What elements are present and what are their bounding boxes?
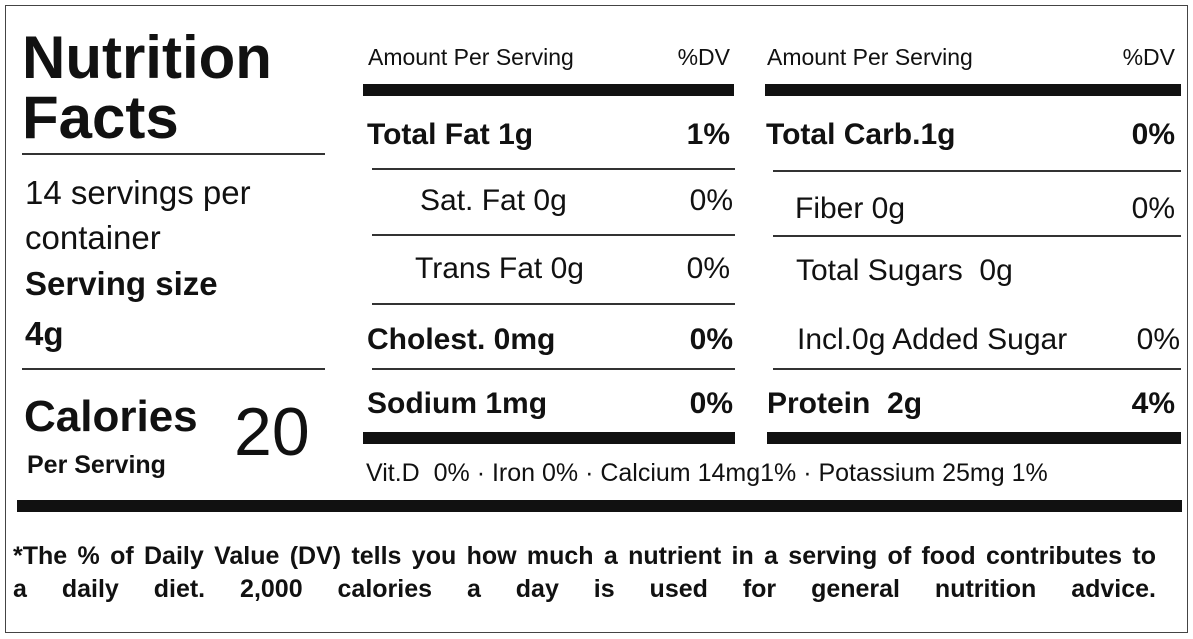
header-dv: %DV (677, 44, 730, 70)
row-name: Total Carb.1g (766, 118, 956, 151)
divider (372, 303, 735, 305)
header-dv: %DV (1122, 44, 1175, 70)
row-dv: 0% (686, 252, 730, 285)
row-name: Total Sugars 0g (796, 254, 1013, 287)
row-dv: 4% (1131, 387, 1175, 420)
row-name: Cholest. 0mg (367, 323, 556, 356)
row-dv: 0% (1136, 323, 1180, 356)
header-amount: Amount Per Serving (368, 44, 574, 70)
row-dv: 0% (1131, 118, 1175, 151)
divider (372, 234, 735, 236)
calories-label: Calories (24, 392, 198, 441)
micronutrients: Vit.D 0% · Iron 0% · Calcium 14mg1% · Po… (366, 459, 1048, 487)
serving-size-value: 4g (25, 315, 64, 352)
row-name: Incl.0g Added Sugar (797, 323, 1068, 356)
divider (773, 170, 1181, 172)
row-name: Sodium 1mg (367, 387, 548, 420)
bar (363, 84, 734, 96)
row-dv: 0% (689, 184, 733, 217)
bar (767, 432, 1181, 444)
serving-size-label: Serving size (25, 265, 218, 302)
divider (22, 153, 325, 155)
row-dv: 0% (689, 387, 733, 420)
divider (773, 235, 1181, 237)
divider (22, 368, 325, 370)
row-name: Total Fat 1g (367, 118, 534, 151)
bar (765, 84, 1181, 96)
border (5, 5, 1188, 633)
calories-sublabel: Per Serving (27, 451, 166, 479)
row-name: Trans Fat 0g (415, 252, 584, 285)
row-dv: 0% (689, 323, 733, 356)
row-name: Fiber 0g (795, 192, 906, 225)
divider (372, 368, 735, 370)
divider (773, 368, 1181, 370)
row-dv: 1% (686, 118, 730, 151)
header-amount: Amount Per Serving (767, 44, 973, 70)
row-name: Protein 2g (767, 387, 923, 420)
row-name: Sat. Fat 0g (420, 184, 567, 217)
bar (363, 432, 735, 444)
footnote: *The % of Daily Value (DV) tells you how… (13, 542, 1156, 603)
divider (372, 168, 735, 170)
servings: 14 servings per container (25, 174, 251, 256)
bar (17, 500, 1182, 512)
title: Nutrition Facts (22, 24, 272, 151)
calories-value: 20 (234, 394, 310, 470)
row-dv: 0% (1131, 192, 1175, 225)
